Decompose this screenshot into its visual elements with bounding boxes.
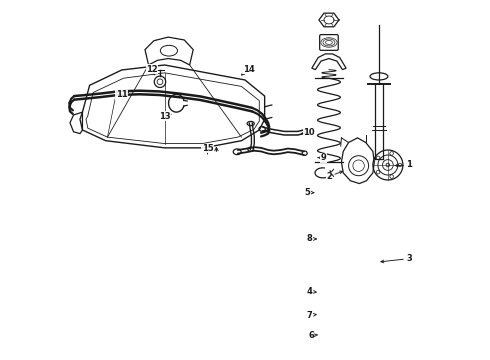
Text: 3: 3 bbox=[381, 254, 412, 263]
Text: 1: 1 bbox=[395, 161, 412, 170]
Text: 2: 2 bbox=[326, 171, 343, 181]
Text: 9: 9 bbox=[318, 153, 326, 162]
Text: 11: 11 bbox=[116, 90, 128, 99]
Text: 4: 4 bbox=[306, 287, 316, 296]
Text: 14: 14 bbox=[242, 65, 254, 75]
Text: 6: 6 bbox=[308, 331, 318, 340]
Text: 10: 10 bbox=[301, 129, 315, 138]
Text: 13: 13 bbox=[159, 112, 171, 121]
Text: 7: 7 bbox=[306, 311, 316, 320]
Text: 12: 12 bbox=[146, 65, 158, 75]
Text: 8: 8 bbox=[306, 234, 316, 243]
Text: 5: 5 bbox=[305, 188, 314, 197]
Text: 15: 15 bbox=[201, 144, 213, 154]
